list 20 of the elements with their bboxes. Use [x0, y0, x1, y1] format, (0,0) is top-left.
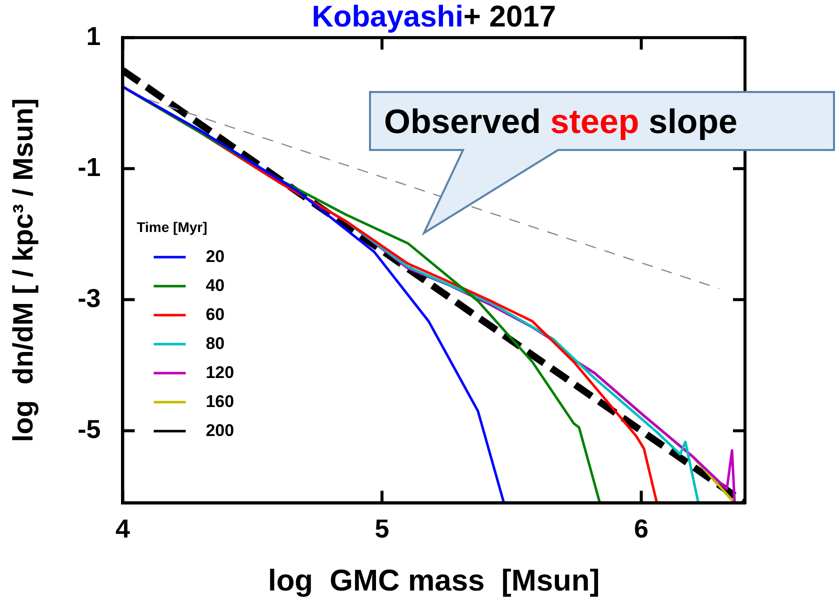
callout-box: Observed steep slope — [368, 90, 838, 236]
x-tick-label: 5 — [374, 514, 390, 544]
chart-title: Kobayashi+ 2017 — [312, 0, 556, 34]
legend-label: 40 — [206, 276, 225, 295]
x-tick-label: 6 — [634, 514, 649, 544]
y-tick-label: -1 — [78, 152, 101, 182]
annotation: Observed steep slope — [384, 103, 738, 141]
y-tick-label: 1 — [86, 20, 101, 51]
legend-label: 60 — [206, 304, 225, 324]
legend-label: 80 — [206, 334, 225, 353]
legend-label: 20 — [206, 246, 225, 266]
y-tick-label: -5 — [78, 414, 101, 444]
y-tick-label: -3 — [78, 282, 101, 313]
x-axis-title: log GMC mass [Msun] — [268, 564, 600, 598]
legend-label: 120 — [206, 362, 234, 382]
x-tick-label: 4 — [115, 514, 130, 544]
legend-title: Time [Myr] — [136, 219, 208, 236]
legend-label: 200 — [206, 420, 234, 440]
legend-label: 160 — [206, 392, 234, 411]
y-axis-title: log dn/dM [ / kpc³ / Msun] — [8, 98, 39, 442]
